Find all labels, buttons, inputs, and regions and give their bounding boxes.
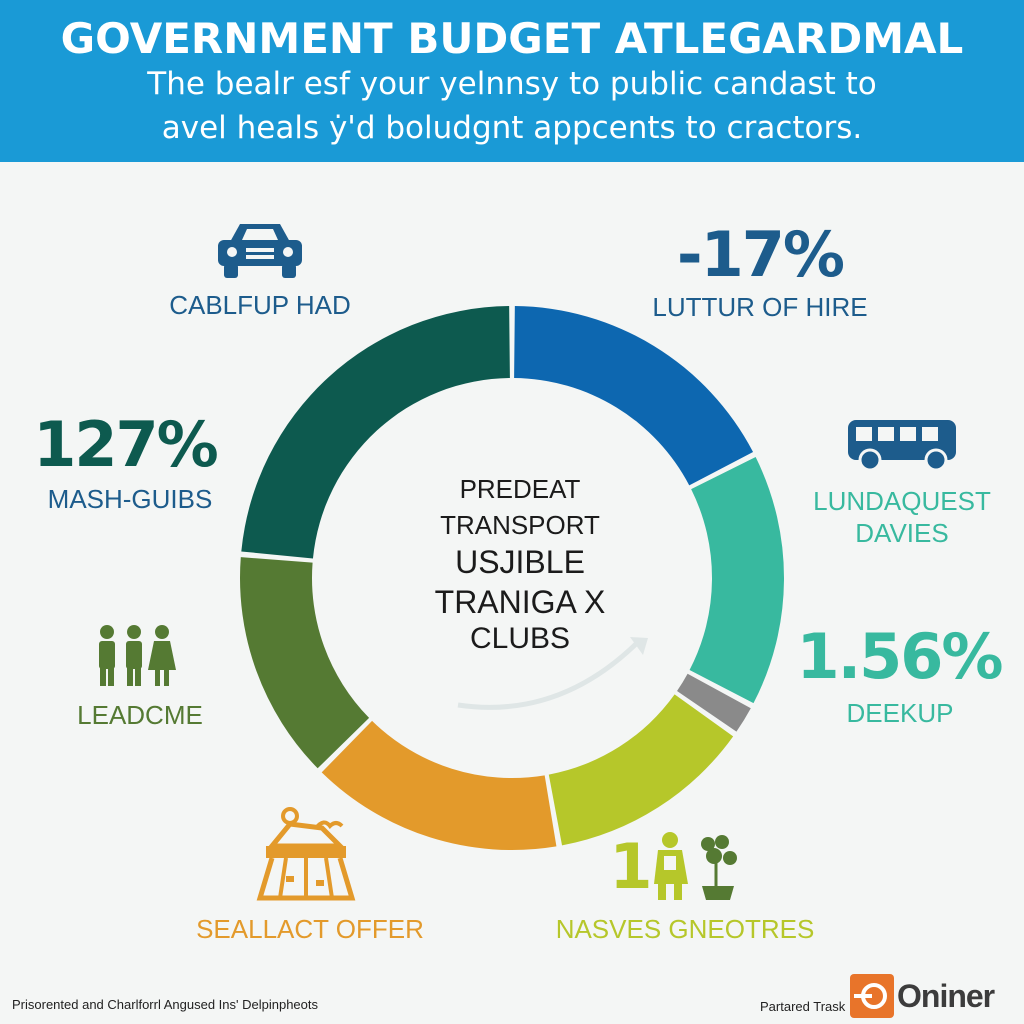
subtitle-line-2: avel heals ẏ'd boludgnt appcents to crac…	[161, 110, 863, 146]
people-icon	[99, 625, 176, 686]
logo-text: Oniner	[897, 978, 995, 1014]
donut-segment-1	[689, 457, 784, 704]
callout-percent-right: 1.56%	[796, 620, 1003, 693]
callout-label-lower-left: LEADCME	[77, 700, 203, 730]
center-label-line-4: TRANIGA X	[434, 584, 606, 620]
callout-label-top-left: CABLFUP HAD	[169, 290, 351, 320]
page-title: GOVERNMENT BUDGET ATLEGARDMAL	[60, 14, 964, 63]
bus-icon	[848, 420, 956, 472]
callout-percent-left: 127%	[33, 408, 219, 481]
center-label-line-1: PREDEAT	[459, 474, 581, 504]
center-label-line-3: USJIBLE	[455, 544, 585, 580]
callout-label-right-line-1: LUNDAQUEST	[813, 486, 991, 516]
callout-label-left: MASH-GUIBS	[47, 484, 213, 514]
car-icon	[218, 224, 302, 278]
callout-label-right-lower: DEEKUP	[846, 698, 954, 728]
callout-label-right-line-2: DAVIES	[855, 518, 949, 548]
footer-credit: Prisorented and Charlforrl Angused Ins' …	[12, 997, 318, 1012]
center-label-line-5: CLUBS	[469, 622, 571, 655]
callout-label-bottom-left: SEALLACT OFFER	[196, 914, 424, 944]
callout-label-top-right: LUTTUR OF HIRE	[652, 292, 868, 322]
center-arrow-curve	[457, 638, 642, 710]
donut-segment-2	[677, 673, 751, 732]
logo-icon	[854, 983, 887, 1009]
donut-segment-5	[239, 557, 370, 769]
donut-segment-4	[321, 720, 557, 850]
footer-partner: Partared Trask	[760, 999, 846, 1014]
callout-number-bottom-right: 1	[609, 830, 652, 903]
center-arrow-head	[630, 637, 648, 655]
center-label-line-2: TRANSPORT	[440, 510, 600, 540]
market-stall-icon	[256, 807, 356, 901]
logo-mark	[850, 974, 894, 1018]
donut-segment-6	[241, 306, 510, 559]
subtitle-line-1: The bealr esf your yelnnsy to public can…	[147, 66, 877, 102]
callout-percent-top-right: -17%	[676, 218, 845, 291]
gardener-plant-icon	[654, 832, 737, 900]
callout-label-bottom-right: NASVES GNEOTRES	[555, 914, 815, 944]
donut-segment-0	[514, 306, 754, 486]
header-banner	[0, 0, 1024, 162]
donut-segment-3	[548, 694, 734, 846]
